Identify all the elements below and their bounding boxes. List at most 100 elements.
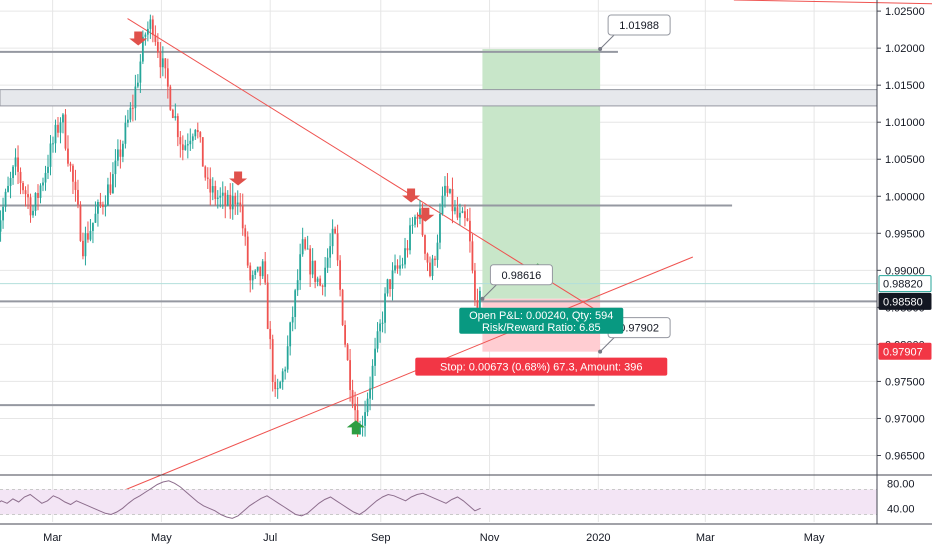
candle[interactable] (112, 162, 114, 194)
candle[interactable] (246, 231, 249, 269)
candle[interactable] (102, 201, 104, 215)
candle[interactable] (117, 139, 119, 167)
candle[interactable] (129, 102, 132, 123)
candle[interactable] (19, 167, 22, 195)
candle[interactable] (2, 197, 4, 229)
candle[interactable] (79, 201, 82, 242)
candle[interactable] (414, 214, 416, 228)
candle[interactable] (254, 269, 257, 280)
candle[interactable] (446, 173, 449, 197)
candle[interactable] (104, 195, 107, 217)
candle[interactable] (451, 177, 454, 224)
candle[interactable] (44, 165, 47, 191)
candle[interactable] (471, 233, 474, 274)
candle[interactable] (151, 15, 154, 43)
candle[interactable] (47, 154, 49, 180)
candle[interactable] (284, 366, 287, 380)
candle[interactable] (219, 187, 222, 208)
candle[interactable] (369, 376, 371, 411)
candles-layer[interactable] (0, 14, 481, 437)
candle[interactable] (261, 259, 264, 279)
candle[interactable] (204, 165, 207, 181)
candle[interactable] (156, 33, 159, 59)
candle[interactable] (411, 217, 414, 234)
candle[interactable] (404, 237, 406, 269)
candle[interactable] (384, 287, 386, 334)
candle[interactable] (324, 256, 327, 297)
candle[interactable] (426, 252, 429, 272)
candle[interactable] (131, 94, 134, 122)
candle[interactable] (166, 58, 169, 99)
candle[interactable] (186, 133, 189, 159)
candle[interactable] (114, 149, 117, 188)
candle[interactable] (62, 113, 64, 134)
candle[interactable] (329, 233, 332, 268)
candle[interactable] (271, 334, 274, 392)
candle[interactable] (321, 284, 324, 296)
candle[interactable] (344, 320, 346, 348)
candle[interactable] (14, 148, 17, 176)
candle[interactable] (381, 311, 384, 333)
candle[interactable] (124, 115, 127, 149)
candle[interactable] (456, 196, 459, 221)
candle[interactable] (444, 176, 446, 208)
candle[interactable] (276, 378, 279, 399)
candle[interactable] (149, 14, 152, 39)
candle[interactable] (87, 221, 89, 243)
candle[interactable] (304, 237, 307, 251)
candle[interactable] (431, 254, 434, 281)
candle[interactable] (77, 179, 79, 209)
candle[interactable] (92, 222, 94, 244)
candle[interactable] (464, 204, 466, 227)
candle[interactable] (364, 400, 366, 437)
candle[interactable] (231, 183, 234, 220)
candle[interactable] (366, 392, 369, 417)
candle[interactable] (251, 270, 254, 290)
candle[interactable] (176, 113, 179, 147)
candle[interactable] (109, 172, 112, 196)
candle[interactable] (396, 259, 399, 274)
candle[interactable] (134, 74, 137, 121)
candle[interactable] (336, 224, 339, 267)
candle[interactable] (294, 288, 297, 330)
candle[interactable] (67, 135, 69, 167)
candle[interactable] (171, 108, 174, 119)
time-axis[interactable]: Mar May Jul Sep Nov 2020 Mar May (43, 532, 825, 544)
candle[interactable] (191, 133, 194, 149)
candle[interactable] (59, 117, 62, 144)
candle[interactable] (459, 203, 461, 226)
candle[interactable] (119, 139, 122, 169)
candle[interactable] (184, 139, 187, 151)
candle[interactable] (161, 46, 164, 77)
candle[interactable] (241, 193, 244, 236)
candle[interactable] (466, 209, 469, 222)
candle[interactable] (89, 219, 92, 242)
candle[interactable] (274, 374, 277, 397)
candle[interactable] (7, 176, 9, 193)
candle[interactable] (429, 256, 431, 278)
candle[interactable] (57, 117, 59, 138)
candle[interactable] (339, 255, 342, 297)
candle[interactable] (306, 235, 309, 250)
candle[interactable] (139, 54, 142, 93)
candle[interactable] (29, 193, 32, 223)
candle[interactable] (4, 188, 7, 212)
candle[interactable] (221, 181, 224, 209)
candle[interactable] (54, 119, 57, 153)
candle[interactable] (286, 335, 289, 373)
candle[interactable] (434, 255, 436, 266)
candle[interactable] (236, 190, 239, 215)
candle[interactable] (354, 391, 356, 421)
candle[interactable] (121, 140, 124, 163)
candle[interactable] (259, 266, 262, 286)
candle[interactable] (264, 251, 267, 285)
candle[interactable] (289, 321, 292, 356)
candle[interactable] (391, 262, 394, 301)
candle[interactable] (266, 274, 269, 330)
candle[interactable] (37, 184, 39, 211)
candle[interactable] (99, 192, 102, 208)
candle[interactable] (244, 224, 247, 246)
candle[interactable] (374, 337, 376, 376)
candle[interactable] (126, 109, 129, 128)
candle[interactable] (194, 128, 197, 140)
